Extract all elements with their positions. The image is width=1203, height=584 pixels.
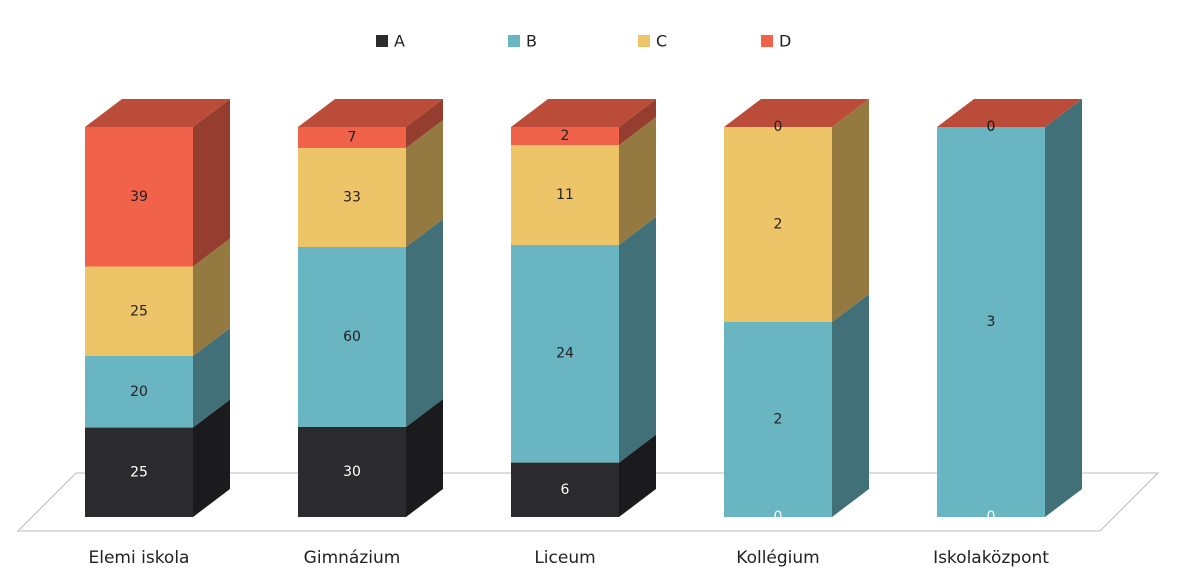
data-label: 0 (774, 509, 783, 525)
data-label: 0 (987, 119, 996, 135)
bar-top (85, 99, 230, 127)
data-label: 0 (774, 119, 783, 135)
bar-segment (298, 247, 406, 427)
bar-side (406, 99, 443, 148)
bar-segment (511, 462, 619, 517)
x-tick-label: Iskolaközpont (933, 548, 1049, 568)
bar-segment (298, 427, 406, 517)
bar-segment (511, 127, 619, 146)
bar-side (619, 434, 656, 517)
legend-label: D (779, 32, 791, 51)
bar-side (832, 294, 869, 517)
x-tick-label: Gimnázium (304, 548, 401, 568)
bar-side (193, 327, 230, 428)
bar-side (406, 219, 443, 427)
bar-segment (298, 148, 406, 247)
legend-swatch (376, 35, 388, 47)
data-label: 33 (343, 190, 361, 206)
bar-side (193, 399, 230, 517)
data-label: 30 (343, 464, 361, 480)
data-label: 60 (343, 329, 361, 345)
legend-label: B (526, 32, 537, 51)
data-label: 6 (561, 482, 570, 498)
legend-label: C (656, 32, 667, 51)
bar-segment (85, 266, 193, 356)
bar-side (619, 117, 656, 245)
data-label: 7 (348, 130, 357, 146)
bar-segment (85, 127, 193, 267)
bar-side (619, 99, 656, 146)
bar-segment (937, 127, 1045, 517)
bar-segment (724, 322, 832, 517)
bar-top (298, 99, 443, 127)
legend-label: A (394, 32, 405, 51)
bar-segment (511, 145, 619, 245)
data-label: 2 (774, 412, 783, 428)
bar-side (619, 216, 656, 463)
bar-segment (85, 355, 193, 428)
data-label: 0 (987, 509, 996, 525)
data-label: 0 (987, 119, 996, 135)
x-tick-label: Kollégium (736, 548, 819, 568)
data-label: 11 (556, 187, 574, 203)
bar-segment (298, 127, 406, 148)
x-tick-label: Liceum (534, 548, 595, 568)
bar-side (406, 399, 443, 517)
x-tick-label: Elemi iskola (89, 548, 190, 568)
bar-side (193, 99, 230, 267)
data-label: 20 (130, 384, 148, 400)
bar-side (406, 120, 443, 247)
bar-top (724, 99, 869, 127)
data-label: 2 (774, 217, 783, 233)
legend-swatch (508, 35, 520, 47)
data-label: 25 (130, 303, 148, 319)
bar-top (937, 99, 1082, 127)
data-label: 24 (556, 346, 574, 362)
bar-segment (85, 427, 193, 517)
legend-swatch (638, 35, 650, 47)
bar-side (193, 238, 230, 356)
bar-segment (724, 127, 832, 322)
legend-swatch (761, 35, 773, 47)
data-label: 2 (561, 128, 570, 144)
data-label: 25 (130, 464, 148, 480)
data-label: 39 (130, 189, 148, 205)
bar-top (511, 99, 656, 127)
bar-side (1045, 99, 1082, 517)
bar-segment (511, 244, 619, 463)
bar-side (832, 99, 869, 322)
data-label: 3 (987, 314, 996, 330)
